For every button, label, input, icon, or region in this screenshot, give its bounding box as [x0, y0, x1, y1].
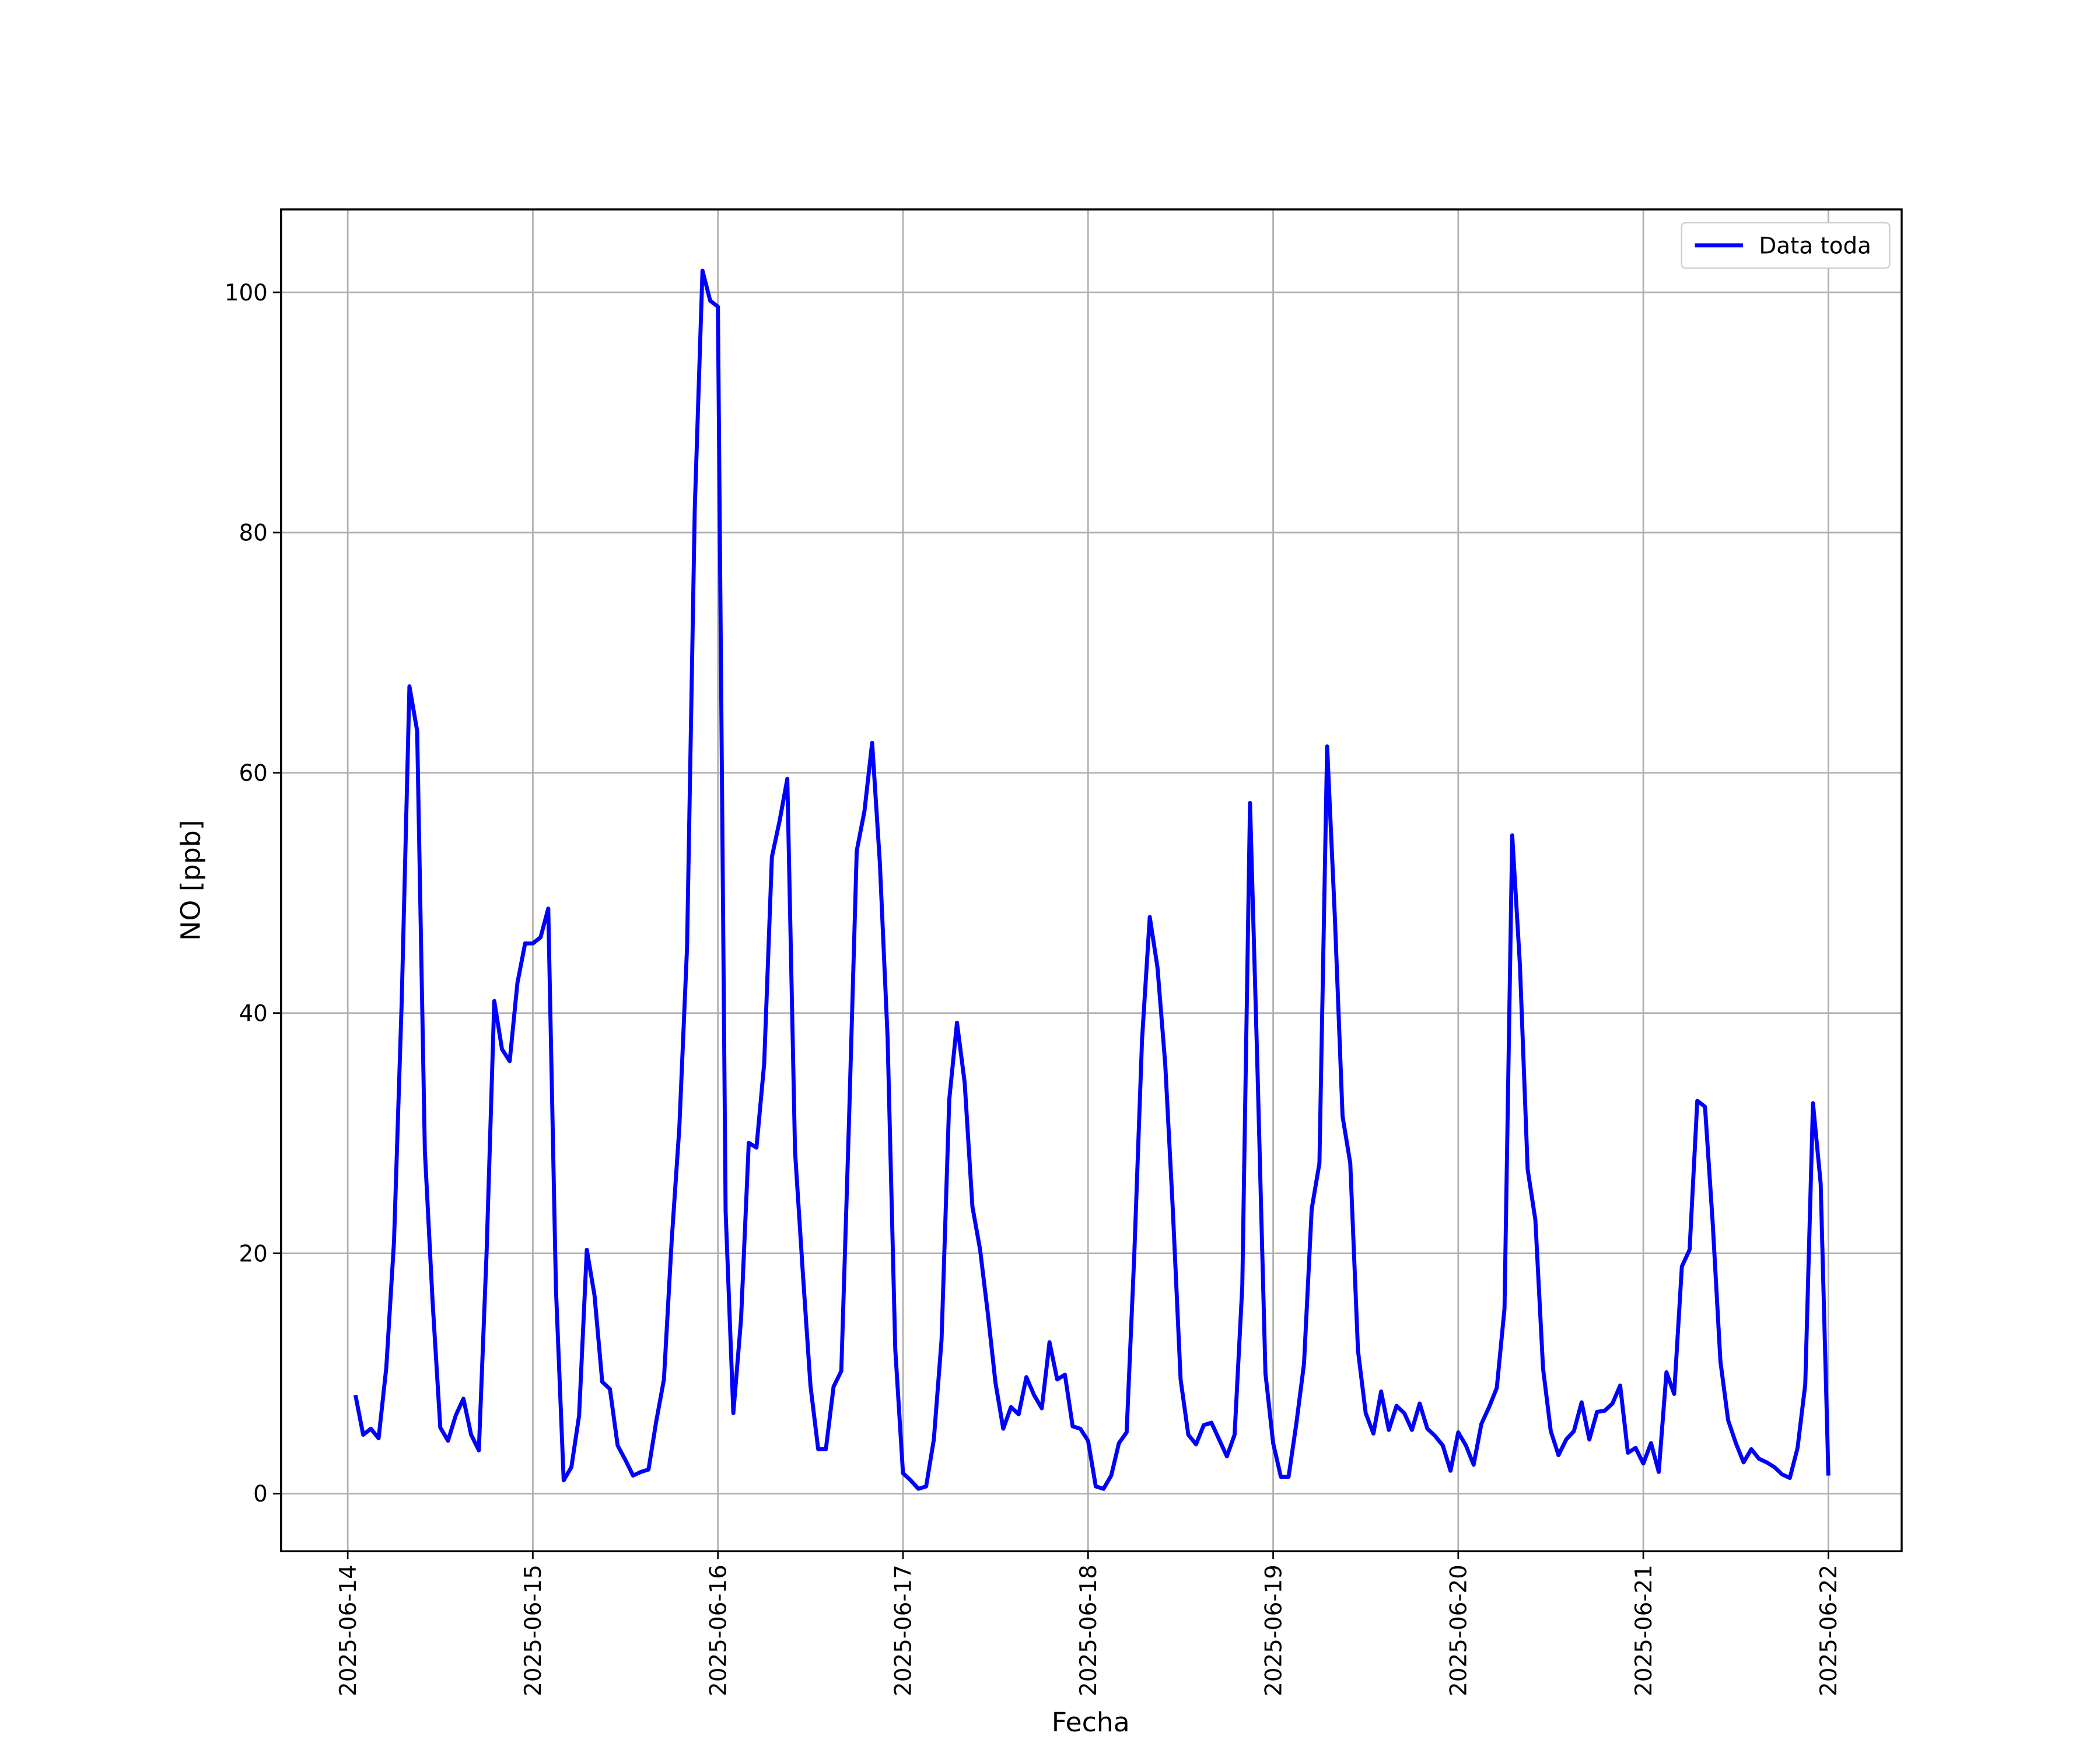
y-tick-label: 20: [239, 1241, 267, 1267]
x-tick-label: 2025-06-14: [335, 1564, 362, 1696]
x-tick-label: 2025-06-22: [1816, 1564, 1842, 1696]
y-tick-label: 100: [225, 280, 268, 306]
legend-box: [1681, 222, 1891, 269]
data-line: [353, 268, 1831, 1491]
x-tick-label: 2025-06-20: [1446, 1564, 1472, 1696]
x-tick-label: 2025-06-15: [520, 1564, 547, 1696]
x-tick-label: 2025-06-16: [705, 1564, 732, 1696]
y-tick-label: 80: [239, 520, 267, 547]
x-tick-label: 2025-06-21: [1631, 1564, 1657, 1696]
x-tick-label: 2025-06-19: [1261, 1564, 1287, 1696]
x-axis-label: Fecha: [1052, 1707, 1130, 1738]
y-tick-label: 40: [239, 1000, 267, 1027]
y-tick-label: 0: [253, 1481, 268, 1507]
y-tick-label: 60: [239, 761, 267, 787]
y-axis-label: NO [ppb]: [175, 820, 206, 940]
legend-label: Data toda: [1759, 233, 1871, 259]
x-tick-label: 2025-06-17: [891, 1564, 917, 1696]
x-tick-label: 2025-06-18: [1076, 1564, 1102, 1696]
plot-frame: [280, 208, 1903, 1553]
